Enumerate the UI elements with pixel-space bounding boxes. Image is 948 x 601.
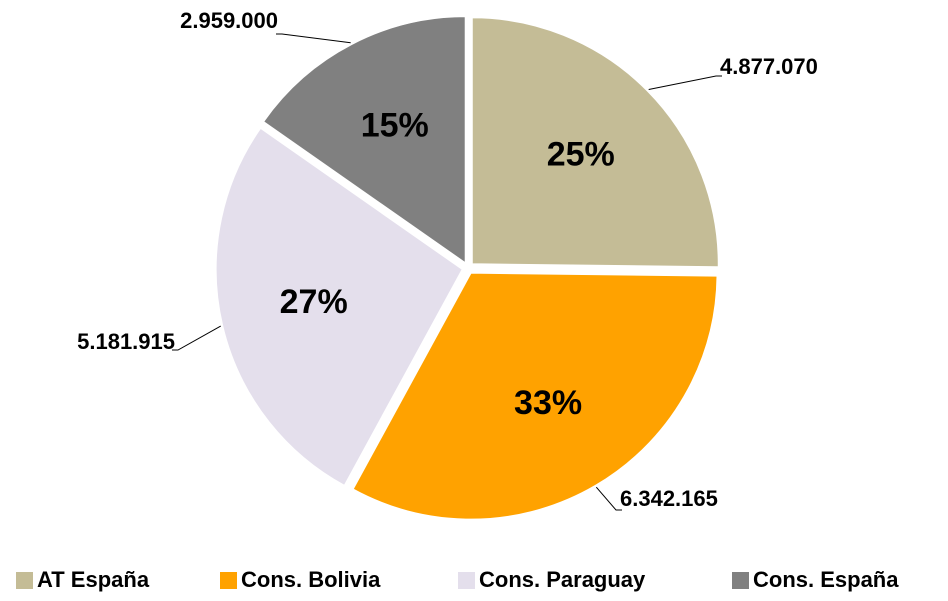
percent-label: 33% (514, 384, 582, 422)
legend-swatch (458, 572, 475, 589)
legend-label: Cons. Paraguay (479, 567, 646, 592)
pie-slice (215, 127, 463, 486)
legend-label: AT España (37, 567, 150, 592)
value-label: 6.342.165 (620, 486, 718, 511)
leader-line (276, 33, 351, 44)
legend-swatch (16, 572, 33, 589)
legend-label: Cons. España (753, 567, 899, 592)
value-label: 2.959.000 (180, 8, 278, 33)
percent-label: 25% (547, 136, 615, 174)
legend-swatch (220, 572, 237, 589)
pie-slice (471, 17, 719, 268)
legend-label: Cons. Bolivia (241, 567, 381, 592)
pie-slice (352, 272, 718, 520)
leader-line (648, 75, 722, 90)
leader-line (595, 486, 622, 511)
percent-label: 15% (361, 106, 429, 144)
value-label: 4.877.070 (720, 54, 818, 79)
percent-label: 27% (280, 283, 348, 321)
pie-slice (262, 16, 466, 264)
value-label: 5.181.915 (77, 329, 175, 354)
legend-swatch (732, 572, 749, 589)
leader-line (172, 325, 221, 351)
